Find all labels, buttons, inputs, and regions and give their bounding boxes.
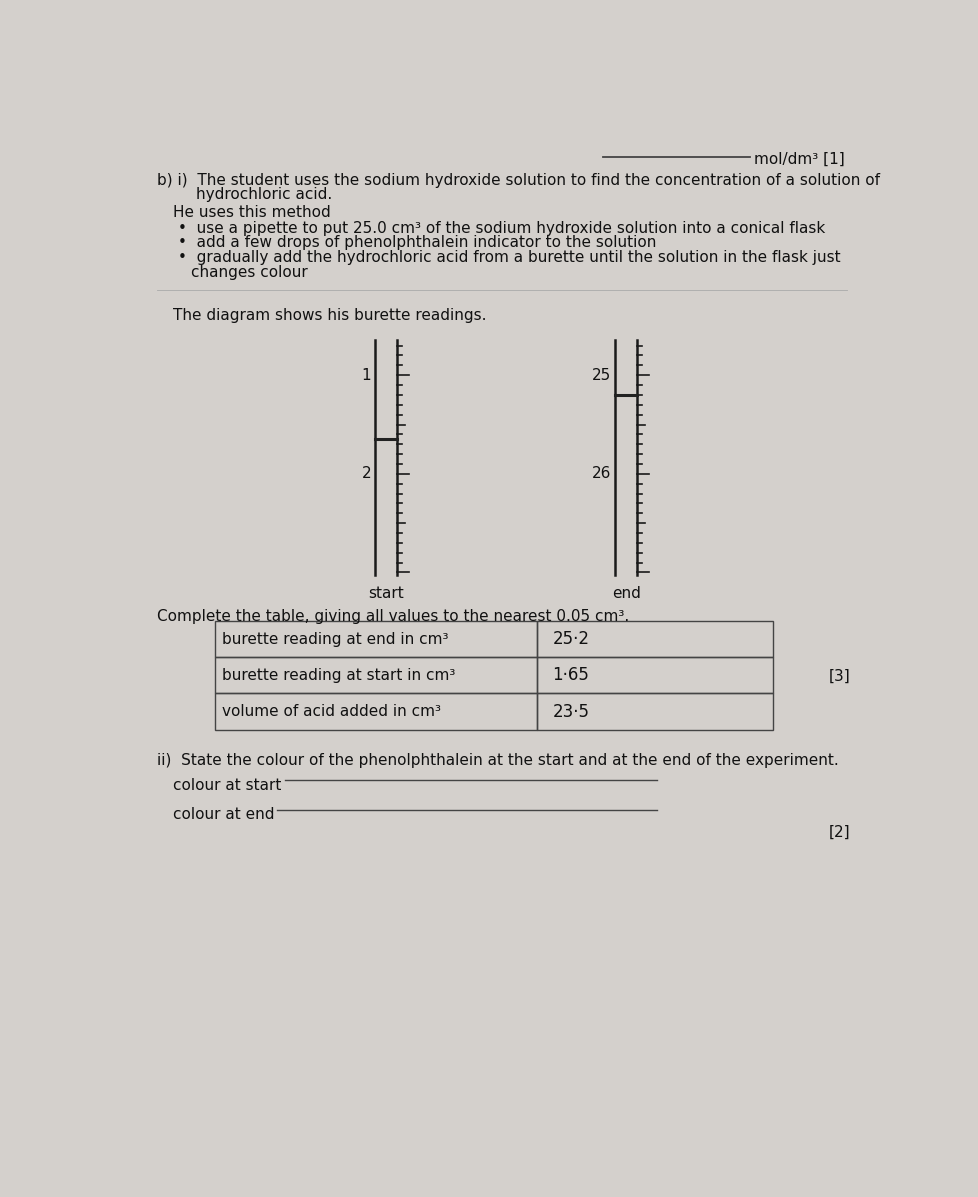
Text: 26: 26 (592, 467, 611, 481)
Text: Complete the table, giving all values to the nearest 0.05 cm³.: Complete the table, giving all values to… (157, 609, 629, 625)
Text: ii)  State the colour of the phenolphthalein at the start and at the end of the : ii) State the colour of the phenolphthal… (157, 753, 838, 767)
Text: 25·2: 25·2 (552, 630, 589, 648)
Bar (215, 693, 537, 730)
Bar (537, 621, 773, 657)
Bar (537, 657, 773, 693)
Text: •  use a pipette to put 25.0 cm³ of the sodium hydroxide solution into a conical: • use a pipette to put 25.0 cm³ of the s… (178, 220, 824, 236)
Text: The diagram shows his burette readings.: The diagram shows his burette readings. (172, 308, 486, 323)
Text: [2]: [2] (828, 825, 850, 839)
Text: •  add a few drops of phenolphthalein indicator to the solution: • add a few drops of phenolphthalein ind… (178, 236, 656, 250)
Text: 1·65: 1·65 (552, 667, 589, 685)
Text: start: start (368, 587, 403, 601)
Text: 2: 2 (361, 467, 371, 481)
Text: burette reading at end in cm³: burette reading at end in cm³ (221, 632, 448, 646)
Text: He uses this method: He uses this method (172, 205, 331, 220)
Text: •  gradually add the hydrochloric acid from a burette until the solution in the : • gradually add the hydrochloric acid fr… (178, 250, 840, 265)
Bar (537, 693, 773, 730)
Text: 1: 1 (361, 367, 371, 383)
Text: colour at end: colour at end (172, 808, 274, 822)
Text: colour at start: colour at start (172, 778, 281, 794)
Bar (215, 621, 537, 657)
Text: volume of acid added in cm³: volume of acid added in cm³ (221, 704, 440, 719)
Text: b) i)  The student uses the sodium hydroxide solution to find the concentration : b) i) The student uses the sodium hydrox… (157, 172, 879, 188)
Text: 25: 25 (592, 367, 611, 383)
Text: changes colour: changes colour (191, 265, 307, 280)
Text: [3]: [3] (828, 669, 850, 685)
Text: end: end (611, 587, 640, 601)
Text: mol/dm³ [1]: mol/dm³ [1] (753, 151, 844, 166)
Text: burette reading at start in cm³: burette reading at start in cm³ (221, 668, 455, 682)
Bar (215, 657, 537, 693)
Text: hydrochloric acid.: hydrochloric acid. (157, 187, 333, 202)
Text: 23·5: 23·5 (552, 703, 589, 721)
